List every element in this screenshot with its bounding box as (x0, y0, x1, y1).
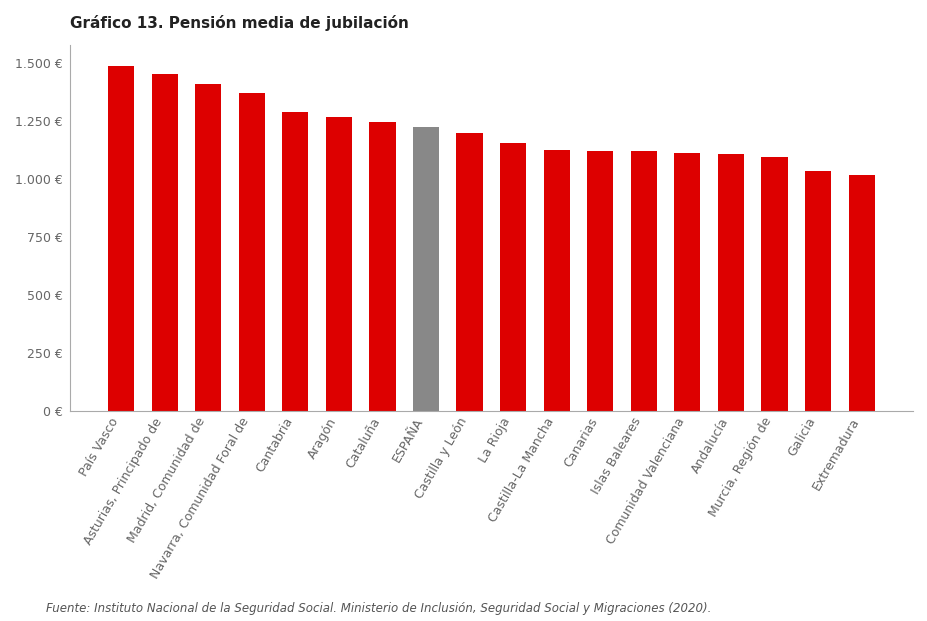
Bar (587, 152, 613, 411)
Text: Gráfico 13. Pensión media de jubilación: Gráfico 13. Pensión media de jubilación (70, 15, 408, 31)
Bar (456, 133, 482, 411)
Bar (674, 153, 700, 411)
Bar (151, 74, 178, 411)
Bar (325, 117, 351, 411)
Bar (847, 175, 874, 411)
Bar (630, 152, 656, 411)
Bar (108, 66, 134, 411)
Bar (195, 84, 221, 411)
Bar (500, 143, 526, 411)
Text: Fuente: Instituto Nacional de la Seguridad Social. Ministerio de Inclusión, Segu: Fuente: Instituto Nacional de la Segurid… (46, 602, 711, 615)
Bar (413, 127, 438, 411)
Bar (369, 122, 395, 411)
Bar (238, 93, 264, 411)
Bar (717, 154, 743, 411)
Bar (543, 150, 569, 411)
Bar (282, 112, 308, 411)
Bar (804, 171, 831, 411)
Bar (760, 157, 787, 411)
